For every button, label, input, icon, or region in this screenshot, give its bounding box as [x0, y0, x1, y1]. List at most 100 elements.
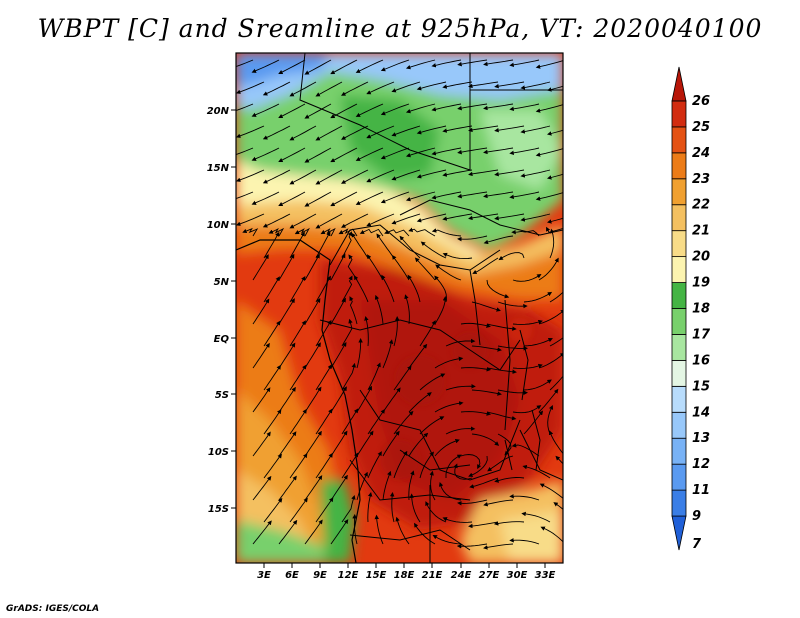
streamline — [315, 169, 343, 185]
lon-label: 18E — [394, 563, 415, 581]
streamline — [349, 296, 358, 325]
streamline — [523, 379, 552, 391]
streamline — [432, 534, 462, 545]
lon-label: 21E — [422, 563, 443, 581]
streamline — [289, 453, 308, 479]
lat-label: 5N — [214, 277, 236, 288]
streamline — [304, 147, 332, 163]
map-frame — [235, 52, 564, 564]
streamline — [341, 125, 369, 140]
colorbar-swatch — [671, 359, 687, 387]
streamline — [468, 521, 499, 529]
streamline — [330, 430, 348, 457]
streamline — [315, 408, 333, 435]
streamline — [367, 451, 382, 479]
streamline — [356, 338, 363, 369]
streamline — [419, 451, 435, 479]
streamline — [416, 213, 447, 223]
streamline — [431, 191, 462, 200]
streamline — [483, 191, 514, 199]
streamline — [468, 125, 499, 133]
svg-text:30E: 30E — [507, 570, 528, 581]
svg-text:21E: 21E — [422, 570, 443, 581]
lon-label: 9E — [313, 563, 327, 581]
streamline — [498, 252, 525, 261]
streamline — [509, 103, 540, 112]
lat-label: 15N — [207, 163, 236, 174]
streamline — [315, 213, 343, 229]
streamline — [549, 291, 563, 303]
streamline — [262, 169, 291, 184]
streamline — [380, 59, 410, 72]
streamline — [434, 439, 460, 457]
streamline — [380, 103, 410, 116]
streamline — [483, 499, 514, 507]
streamline — [355, 59, 384, 73]
streamline — [434, 356, 464, 369]
streamline — [416, 169, 447, 179]
streamline — [405, 147, 436, 158]
streamline — [442, 252, 473, 260]
streamline — [263, 409, 282, 435]
streamline — [442, 125, 473, 133]
streamline — [471, 433, 500, 446]
streamline — [356, 471, 368, 501]
streamline — [278, 147, 306, 163]
streamline — [236, 125, 265, 138]
streamline — [341, 81, 369, 96]
streamline — [304, 297, 321, 325]
streamline — [315, 319, 332, 347]
streamline — [468, 213, 499, 221]
streamline — [330, 297, 346, 325]
streamline — [419, 416, 445, 435]
streamline — [382, 339, 394, 369]
colorbar-label: 26 — [692, 94, 710, 109]
streamline — [330, 386, 347, 413]
streamline — [497, 301, 528, 309]
streamline — [457, 59, 488, 67]
svg-text:EQ: EQ — [214, 334, 230, 345]
streamline — [565, 346, 583, 368]
streamline — [408, 392, 432, 413]
streamline — [341, 213, 369, 228]
streamline — [289, 125, 317, 141]
svg-text:5S: 5S — [215, 390, 229, 401]
streamline — [576, 324, 594, 346]
streamline — [391, 254, 410, 281]
streamline — [251, 147, 280, 161]
streamline — [434, 401, 464, 413]
streamline — [512, 405, 542, 414]
streamline — [242, 227, 259, 237]
streamline — [435, 264, 462, 281]
streamline — [538, 257, 559, 281]
streamline — [252, 298, 270, 325]
streamline — [352, 513, 358, 545]
streamline — [535, 192, 563, 201]
streamline — [555, 455, 563, 465]
streamline — [468, 81, 499, 89]
streamline — [399, 235, 421, 259]
streamline — [539, 483, 563, 499]
colorbar-swatch — [671, 463, 687, 491]
streamline — [404, 294, 410, 325]
streamline — [576, 364, 587, 390]
streamline — [487, 455, 514, 472]
streamline — [468, 169, 499, 177]
streamline — [391, 169, 421, 181]
streamline — [497, 345, 529, 351]
colorbar-label: 21 — [692, 224, 710, 239]
colorbar-swatch — [671, 437, 687, 465]
streamline — [252, 387, 271, 413]
streamline — [429, 470, 436, 501]
streamline — [460, 367, 492, 372]
streamline — [408, 432, 429, 457]
streamline — [355, 103, 384, 117]
colorbar-label: 13 — [692, 431, 710, 446]
lat-label: EQ — [214, 334, 236, 345]
svg-text:12E: 12E — [338, 570, 359, 581]
streamline — [353, 275, 369, 303]
streamline — [315, 497, 334, 523]
streamline — [278, 253, 295, 281]
streamline — [315, 364, 332, 391]
streamline — [330, 341, 347, 369]
